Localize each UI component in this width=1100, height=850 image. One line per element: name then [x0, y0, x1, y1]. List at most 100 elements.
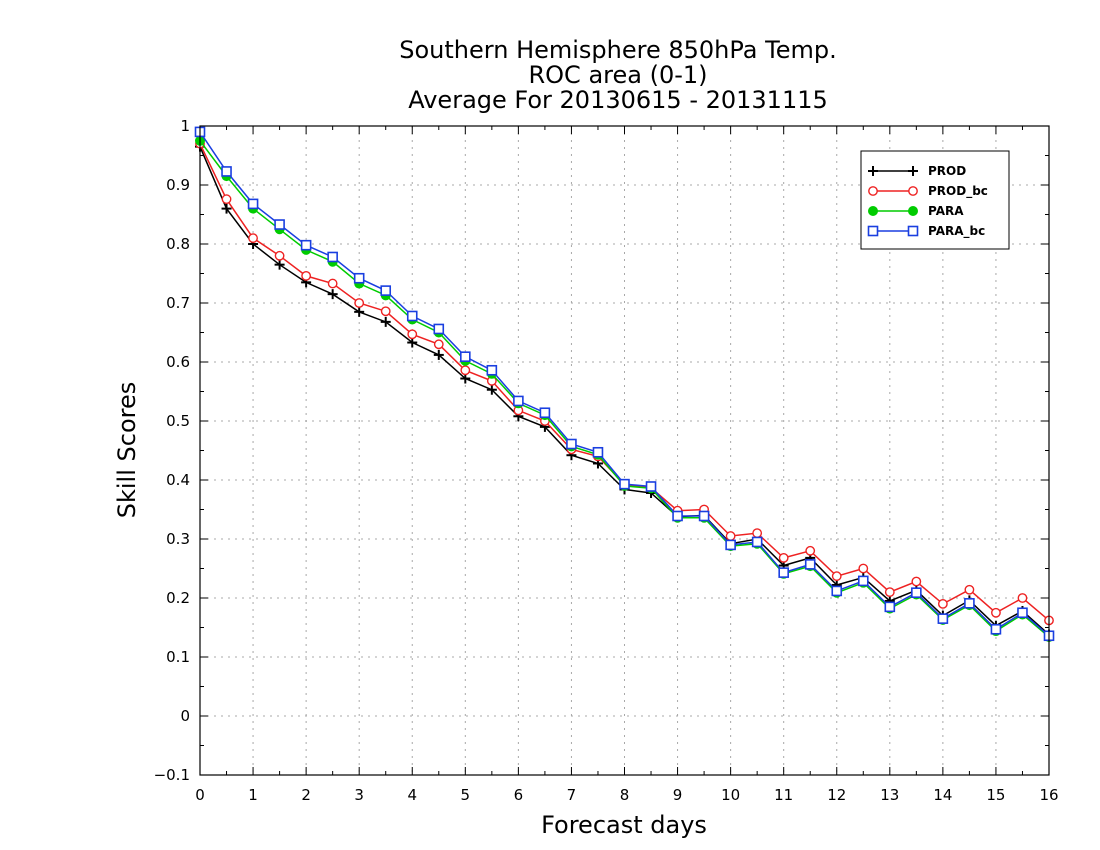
y-tick-label: 0.5 — [166, 412, 190, 430]
point-para-bc — [460, 351, 471, 362]
point-prod-bc — [380, 306, 391, 317]
point-para-bc — [725, 539, 736, 551]
legend-marker-right — [907, 225, 919, 237]
point-prod — [327, 289, 338, 300]
x-tick-label: 1 — [248, 786, 258, 804]
x-tick-label: 2 — [301, 786, 311, 804]
y-tick-label: 0 — [180, 707, 190, 725]
y-tick-label: 0.2 — [166, 589, 190, 607]
legend-label: PROD — [928, 164, 966, 178]
x-tick-label: 11 — [774, 786, 793, 804]
axis-ticks — [199, 125, 1050, 776]
point-prod-bc — [354, 298, 365, 308]
point-para-bc — [513, 395, 524, 407]
x-tick-label: 13 — [880, 786, 899, 804]
y-axis-label: Skill Scores — [113, 382, 141, 519]
x-tick-label: 16 — [1039, 786, 1058, 804]
chart-title-line-2: ROC area (0-1) — [528, 61, 707, 89]
point-prod-bc — [991, 607, 1001, 618]
point-para-bc — [911, 587, 922, 598]
point-para-bc — [990, 623, 1002, 635]
point-para-bc — [964, 598, 975, 609]
point-prod-bc — [274, 250, 285, 261]
y-tick-label: 0.8 — [166, 235, 190, 253]
legend-entry-para: PARA — [868, 204, 964, 218]
point-para-bc — [406, 310, 418, 322]
x-tick-label: 15 — [986, 786, 1005, 804]
point-para-bc — [778, 567, 789, 578]
y-tick-label: 0.4 — [166, 471, 190, 489]
legend-box — [860, 150, 1010, 250]
point-prod — [460, 373, 471, 384]
legend: PROD PROD_bc PARA PARA_bc — [860, 150, 1010, 250]
point-prod — [354, 306, 365, 317]
y-tick-label: 0.6 — [166, 353, 190, 371]
point-prod-bc — [327, 278, 338, 289]
x-tick-label: 3 — [354, 786, 364, 804]
x-tick-label: 9 — [673, 786, 683, 804]
y-tick-label: 0.7 — [166, 294, 190, 312]
legend-label: PROD_bc — [928, 184, 988, 199]
legend-marker-left — [868, 206, 878, 216]
x-tick-label: 5 — [461, 786, 471, 804]
point-prod-bc — [433, 339, 444, 350]
point-prod — [274, 259, 285, 270]
chart-title-line-3: Average For 20130615 - 20131115 — [408, 86, 828, 114]
point-prod-bc — [460, 365, 471, 376]
point-para-bc — [645, 481, 657, 492]
legend-marker-left — [868, 186, 878, 196]
point-prod-bc — [725, 531, 736, 541]
x-tick-label: 0 — [195, 786, 205, 804]
point-prod — [486, 384, 497, 395]
grid — [200, 126, 1049, 775]
point-para-bc — [751, 536, 763, 548]
point-para-bc — [247, 198, 259, 210]
point-para-bc — [566, 438, 577, 450]
x-axis-label: Forecast days — [541, 811, 707, 839]
y-tick-label: 1 — [180, 117, 190, 135]
point-para-bc — [353, 272, 365, 284]
point-prod-bc — [752, 528, 763, 538]
point-prod-bc — [301, 270, 312, 281]
point-para-bc — [486, 364, 498, 376]
point-para-bc — [672, 510, 683, 522]
point-prod — [433, 349, 444, 360]
point-para-bc — [937, 613, 949, 624]
x-tick-labels: 0 1 2 3 4 5 6 7 8 9 10 11 12 13 14 15 16 — [195, 786, 1058, 804]
x-tick-label: 12 — [827, 786, 846, 804]
point-prod-bc — [858, 563, 869, 574]
point-para-bc — [857, 575, 869, 587]
legend-entry-para-bc: PARA_bc — [867, 224, 985, 239]
point-prod-bc — [778, 552, 789, 563]
point-para-bc — [221, 166, 232, 177]
x-tick-label: 14 — [933, 786, 952, 804]
x-tick-label: 4 — [407, 786, 417, 804]
point-para-bc — [274, 219, 285, 230]
point-prod — [407, 337, 418, 348]
point-prod-bc — [964, 584, 975, 595]
point-para-bc — [1017, 607, 1028, 619]
legend-marker-right — [908, 206, 918, 216]
point-para-bc — [300, 239, 312, 251]
legend-entry-prod: PROD — [868, 164, 966, 178]
legend-marker-left — [867, 225, 879, 237]
legend-entry-prod-bc: PROD_bc — [868, 184, 988, 199]
point-prod-bc — [937, 599, 948, 609]
x-tick-label: 10 — [721, 786, 740, 804]
point-prod-bc — [248, 233, 258, 244]
point-prod-bc — [221, 194, 232, 205]
legend-label: PARA — [928, 204, 964, 218]
x-tick-label: 7 — [567, 786, 577, 804]
point-para-bc — [380, 285, 392, 296]
legend-label: PARA_bc — [928, 224, 985, 239]
y-tick-label: −0.1 — [154, 766, 190, 784]
point-prod-bc — [1017, 593, 1028, 603]
legend-marker-right — [908, 166, 918, 176]
point-para-bc — [619, 478, 630, 490]
x-tick-label: 6 — [514, 786, 524, 804]
y-tick-label: 0.3 — [166, 530, 190, 548]
y-tick-label: 0.9 — [166, 176, 190, 194]
point-prod-bc — [831, 571, 842, 582]
point-para-bc — [884, 601, 896, 613]
y-tick-label: 0.1 — [166, 648, 190, 666]
